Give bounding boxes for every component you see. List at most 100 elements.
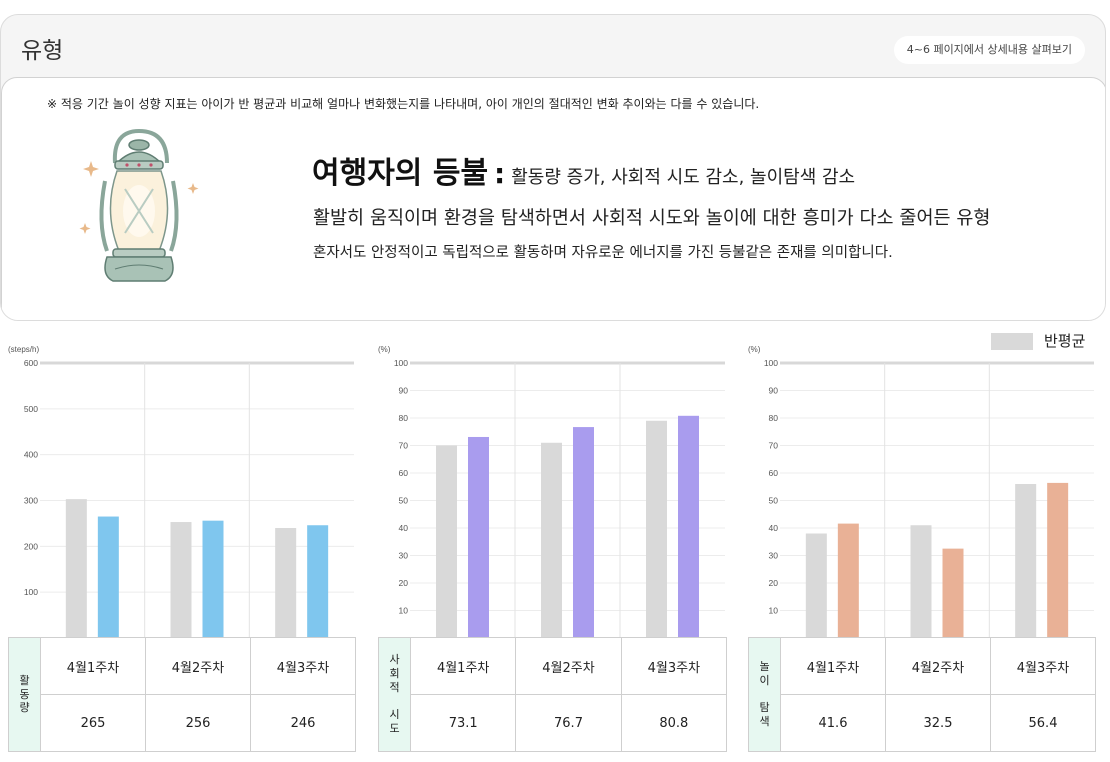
y-tick-label: 30 [769,551,779,561]
table-label-char: 활 [19,673,30,687]
table-label-char: 이 [759,673,770,687]
activity-bar-chart: (steps/h) 100 200 300 400 500 600 [8,345,354,638]
legend-label-average: 반평균 [1044,332,1086,350]
type-card: 유형 4~6 페이지에서 상세내용 살펴보기 ※ 적응 기간 놀이 성향 지표는… [0,14,1106,321]
y-tick-label: 60 [769,468,779,478]
y-tick-label: 600 [24,358,38,368]
bar-average-4월2주차 [541,442,562,638]
table-value-cell: 76.7 [515,694,622,752]
y-tick-label: 20 [769,578,779,588]
table-value-cell: 246 [250,694,356,752]
table-header-cell: 4월1주차 [409,637,517,695]
bar-child-4월1주차 [97,516,119,638]
bar-average-4월2주차 [170,522,192,638]
table-value-cell: 73.1 [409,694,517,752]
y-tick-label: 70 [769,441,779,451]
y-tick-label: 200 [24,541,38,551]
type-description-main: 활발히 움직이며 환경을 탐색하면서 사회적 시도와 놀이에 대한 흥미가 다소… [313,208,991,229]
y-tick-label: 90 [769,386,779,396]
bar-average-4월2주차 [910,525,932,638]
table-header-cell: 4월2주차 [885,637,991,695]
type-card-header: 유형 4~6 페이지에서 상세내용 살펴보기 [1,15,1105,77]
notice-text: ※ 적응 기간 놀이 성향 지표는 아이가 반 평균과 비교해 얼마나 변화했는… [47,97,760,111]
table-value-cell: 80.8 [620,694,728,752]
y-tick-label: 90 [399,386,409,396]
table-header-cell: 4월1주차 [780,637,886,695]
y-axis-unit: (steps/h) [8,345,39,354]
type-description-sub: 혼자서도 안정적이고 독립적으로 활동하며 자유로운 에너지를 가진 등불같은 … [313,245,893,261]
bar-child-4월2주차 [202,520,224,638]
table-label-char: 시 [389,708,400,722]
table-label-char: 적 [389,680,400,694]
y-tick-label: 10 [399,606,409,616]
y-tick-label: 40 [399,523,409,533]
bar-child-4월2주차 [573,427,594,638]
bar-child-4월3주차 [678,415,699,638]
y-axis-unit: (%) [748,345,761,354]
detail-pages-link[interactable]: 4~6 페이지에서 상세내용 살펴보기 [893,36,1085,64]
bar-child-4월1주차 [837,523,859,638]
bar-child-4월1주차 [468,436,489,638]
y-tick-label: 60 [399,468,409,478]
y-tick-label: 80 [399,413,409,423]
table-label-char [749,688,780,702]
type-name: 여행자의 등불 [312,156,489,191]
bar-child-4월3주차 [307,525,329,638]
play-exploration-bar-chart: (%) 10 20 30 40 50 60 70 80 90 100 [748,345,1094,638]
y-tick-label: 100 [764,358,778,368]
table-label-char: 사 [389,653,400,667]
y-tick-label: 50 [769,496,779,506]
bar-average-4월1주차 [805,533,827,638]
table-header-cell: 4월2주차 [145,637,251,695]
bar-child-4월2주차 [942,548,964,638]
table-label-char: 도 [389,722,400,735]
bar-average-4월3주차 [275,528,297,638]
type-section-title: 유형 [21,38,64,64]
y-axis-unit: (%) [378,345,391,354]
table-header-cell: 4월3주차 [990,637,1096,695]
table-value-cell: 41.6 [780,694,886,752]
table-label-char: 동 [19,687,30,701]
bar-average-4월1주차 [436,445,457,638]
type-traits: 활동량 증가, 사회적 시도 감소, 놀이탐색 감소 [511,167,856,188]
y-tick-label: 300 [24,496,38,506]
y-tick-label: 50 [399,496,409,506]
bar-average-4월3주차 [646,420,667,638]
table-header-cell: 4월3주차 [620,637,728,695]
type-separator: : [494,157,506,190]
table-header-cell: 4월1주차 [40,637,146,695]
y-tick-label: 400 [24,450,38,460]
table-header-cell: 4월2주차 [515,637,622,695]
bar-child-4월3주차 [1047,482,1069,638]
y-tick-label: 100 [394,358,408,368]
table-header-cell: 4월3주차 [250,637,356,695]
y-tick-label: 10 [769,606,779,616]
table-label-char: 량 [19,701,30,715]
type-headline: 여행자의 등불: 활동량 증가, 사회적 시도 감소, 놀이탐색 감소 [312,148,855,192]
table-label-char: 탐 [759,701,770,715]
table-label-char: 놀 [759,660,770,674]
social-bar-chart: (%) 10 20 30 40 50 60 70 80 90 100 [378,345,725,638]
y-tick-label: 100 [24,587,38,597]
table-value-cell: 32.5 [885,694,991,752]
y-tick-label: 500 [24,404,38,414]
table-label-char [379,695,410,709]
lantern-icon [77,123,207,297]
y-tick-label: 40 [769,523,779,533]
table-value-cell: 56.4 [990,694,1096,752]
legend-swatch-average [991,333,1033,350]
bar-average-4월1주차 [65,499,87,638]
type-card-body: ※ 적응 기간 놀이 성향 지표는 아이가 반 평균과 비교해 얼마나 변화했는… [1,77,1105,320]
table-label-char: 색 [759,715,770,729]
bar-average-4월3주차 [1015,484,1037,638]
table-label-char: 회 [389,667,400,680]
y-tick-label: 30 [399,551,409,561]
